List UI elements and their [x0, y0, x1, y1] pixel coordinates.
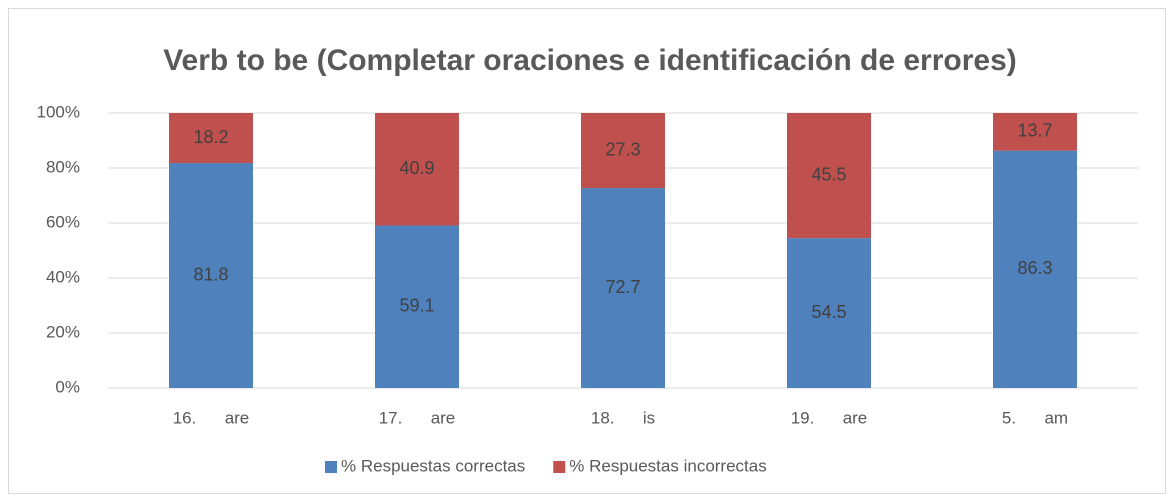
data-label: 54.5 — [811, 302, 846, 322]
data-label: 45.5 — [811, 164, 846, 184]
y-tick-label: 80% — [46, 157, 80, 176]
legend-label: % Respuestas incorrectas — [569, 456, 766, 475]
data-label: 86.3 — [1017, 258, 1052, 278]
data-label: 13.7 — [1017, 121, 1052, 141]
y-tick-label: 100% — [37, 102, 80, 121]
bar-segment — [169, 113, 253, 164]
data-label: 72.7 — [605, 277, 640, 297]
bar-segment — [993, 150, 1077, 388]
bar-segment — [169, 163, 253, 388]
bar-segment — [581, 188, 665, 388]
legend-swatch — [553, 461, 566, 473]
y-tick-label: 40% — [46, 267, 80, 286]
bar-segment — [787, 113, 871, 239]
data-label: 81.8 — [193, 264, 228, 284]
data-label: 18.2 — [193, 127, 228, 147]
x-tick-label: 16. are — [173, 408, 250, 427]
x-tick-label: 19. are — [791, 408, 868, 427]
y-tick-label: 60% — [46, 212, 80, 231]
legend-swatch — [325, 461, 337, 473]
bar-segment — [787, 238, 871, 388]
x-tick-label: 5. am — [1002, 408, 1068, 427]
bar-segment — [581, 113, 665, 189]
bar-segment — [993, 113, 1077, 151]
legend-label: % Respuestas correctas — [341, 456, 525, 475]
data-label: 40.9 — [399, 158, 434, 178]
bar-segment — [375, 225, 459, 388]
y-tick-label: 0% — [55, 377, 80, 396]
data-label: 59.1 — [399, 295, 434, 315]
chart-title: Verb to be (Completar oraciones e identi… — [163, 44, 1017, 77]
bar-segment — [375, 113, 459, 226]
x-tick-label: 17. are — [379, 408, 456, 427]
y-tick-label: 20% — [46, 322, 80, 341]
x-tick-label: 18. is — [591, 408, 655, 427]
data-label: 27.3 — [605, 139, 640, 159]
